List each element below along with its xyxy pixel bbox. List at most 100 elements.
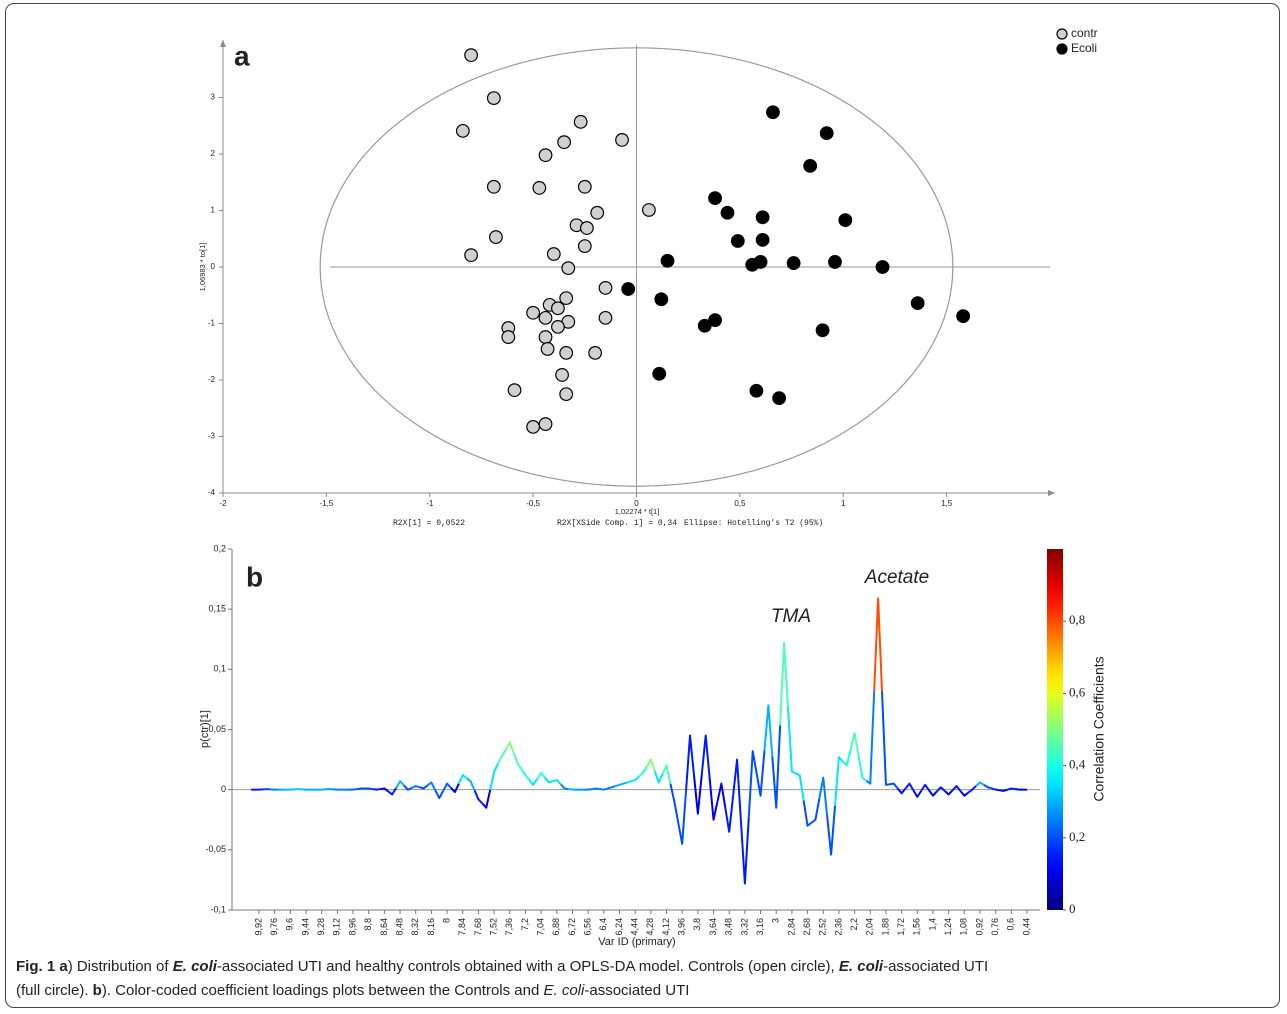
loading-line-segment: [646, 758, 656, 772]
data-point: [538, 148, 553, 163]
y-axis-label: 1,06983 * to[1]: [198, 243, 207, 292]
loading-line-segment: [983, 784, 993, 790]
loading-line-segment: [599, 787, 609, 791]
x-tick-label: 1,08: [959, 918, 969, 936]
data-point: [464, 248, 479, 263]
caption-text: E. coli: [543, 982, 585, 999]
x-tick-label: 8: [441, 918, 451, 923]
loading-line-segment: [504, 741, 515, 754]
loading-line-segment: [889, 782, 899, 790]
loading-line-segment: [999, 788, 1008, 792]
y-tick-label: 0,15: [208, 604, 226, 614]
y-tick-label: -2: [208, 375, 216, 384]
data-point: [697, 318, 712, 333]
x-tick-label: 8,32: [410, 918, 420, 936]
data-point: [577, 239, 592, 254]
data-point: [749, 383, 764, 398]
loading-line-segment: [356, 787, 365, 791]
data-point: [540, 342, 555, 356]
loading-line-segment: [857, 755, 867, 782]
loading-line-segment: [584, 788, 593, 791]
colorbar-tick-label: 0,2: [1069, 829, 1085, 844]
x-tick-label: 9,12: [332, 918, 342, 936]
data-point: [538, 330, 553, 344]
y-tick-label: 0: [211, 262, 216, 271]
y-tick-label: 0: [221, 784, 226, 794]
x-tick-label: 3,8: [692, 918, 702, 931]
loading-line-segment: [912, 789, 923, 798]
loading-line-segment: [442, 782, 452, 792]
panel-label: b: [246, 561, 263, 592]
y-tick-label: 1: [211, 206, 216, 215]
x-tick-label: 3: [771, 918, 781, 923]
colorbar-tick-label: 0,8: [1069, 612, 1085, 627]
x-tick-label: 0: [634, 499, 639, 508]
loading-line-segment: [716, 782, 727, 808]
x-tick-label: 7,52: [488, 918, 498, 936]
caption-text: b: [92, 982, 102, 999]
data-point: [559, 387, 574, 402]
loading-line-segment: [615, 781, 628, 788]
data-point: [486, 179, 501, 194]
data-point: [875, 260, 890, 274]
data-point: [621, 282, 636, 296]
loading-line-segment: [896, 787, 907, 795]
data-point: [772, 391, 787, 405]
loading-line-segment: [826, 805, 836, 856]
x-tick-label: 3,16: [755, 918, 765, 936]
loading-line-segment: [349, 788, 358, 791]
x-tick-label: 9,92: [253, 918, 263, 936]
loading-line-segment: [497, 748, 507, 765]
loading-line-segment: [771, 725, 782, 809]
loading-line-segment: [426, 781, 437, 791]
loading-line-segment: [849, 732, 860, 756]
data-point: [577, 179, 592, 194]
loading-line-segment: [512, 752, 523, 770]
loading-line-segment: [975, 781, 985, 787]
data-point: [559, 291, 574, 305]
data-point: [501, 330, 516, 344]
data-point: [755, 233, 770, 247]
x-tick-label: -1: [426, 499, 434, 508]
data-point: [526, 305, 541, 320]
loading-line-segment: [795, 772, 805, 801]
x-tick-label: 1,56: [912, 918, 922, 936]
loading-line-segment: [951, 785, 962, 792]
loading-line-segment: [473, 789, 484, 805]
caption-text: E. coli: [838, 958, 884, 975]
loading-line-segment: [489, 763, 499, 790]
data-point: [598, 281, 613, 295]
loading-line-segment: [568, 788, 577, 791]
figure-frame: [5, 3, 1280, 1008]
data-point: [766, 105, 780, 120]
data-point: [579, 221, 594, 235]
loading-line-segment: [842, 749, 852, 767]
x-tick-label: 4,28: [645, 918, 655, 936]
y-tick-label: -3: [208, 432, 216, 441]
loading-line-segment: [959, 790, 969, 797]
data-point: [551, 301, 565, 316]
colorbar-label: Correlation Coefficients: [1091, 656, 1107, 801]
x-tick-label: 8,16: [426, 918, 436, 936]
data-point: [708, 313, 722, 328]
data-point: [828, 255, 842, 269]
loading-line-segment: [411, 785, 420, 789]
colorbar: [1047, 549, 1063, 910]
data-point: [486, 91, 501, 106]
colorbar-tick-label: 0: [1069, 901, 1076, 916]
loading-line-segment: [802, 800, 813, 827]
loading-line-segment: [380, 787, 389, 793]
legend-label: contr: [1071, 26, 1098, 40]
data-point: [803, 158, 818, 173]
x-tick-label: 9,44: [300, 918, 310, 936]
data-point: [654, 292, 669, 307]
loading-line-segment: [810, 798, 821, 824]
x-tick-label: 3,32: [739, 918, 749, 936]
figure: -4 -3 -2 -1 0 1 2 3 -2 -1,5 -1 -0,5 0 0,5 1 1,5 1,02274 …: [198, 26, 1107, 948]
x-tick-label: 7,2: [520, 918, 530, 931]
data-point: [956, 309, 971, 324]
loading-line-segment: [692, 774, 703, 815]
x-tick-label: 0,6: [1006, 918, 1016, 931]
x-tick-label: 0,76: [990, 918, 1000, 936]
loading-line-segment: [763, 704, 774, 757]
